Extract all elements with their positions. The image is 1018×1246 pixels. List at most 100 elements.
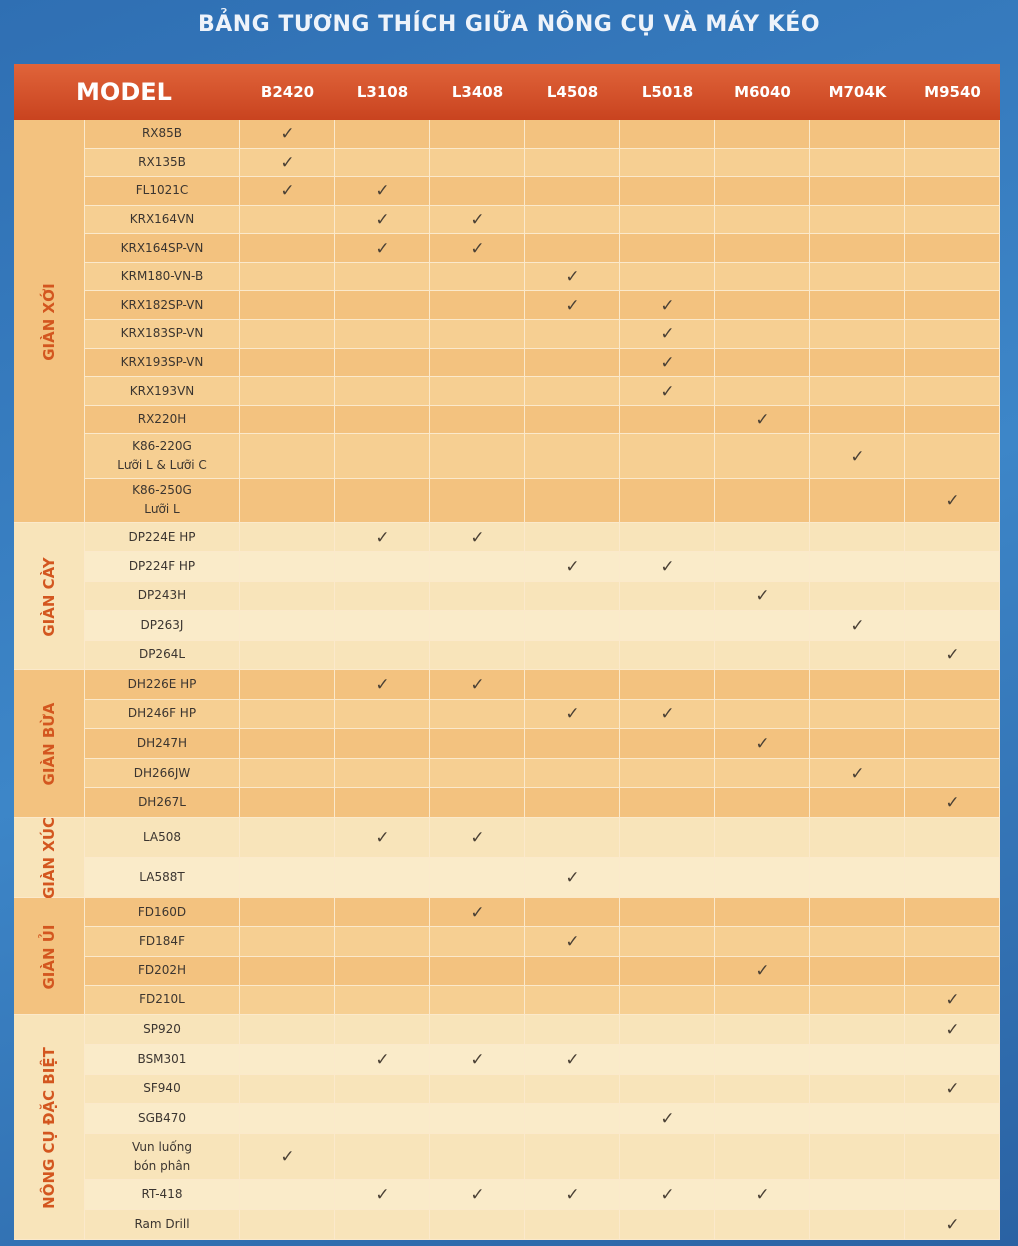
model-name: DH266JW bbox=[85, 758, 240, 789]
table-cell bbox=[905, 1134, 1000, 1181]
table-cell bbox=[905, 758, 1000, 789]
table-cell bbox=[905, 234, 1000, 263]
table-cell bbox=[810, 552, 905, 582]
table-cell bbox=[905, 377, 1000, 406]
table-cell bbox=[525, 670, 620, 700]
table-cell bbox=[430, 1210, 525, 1240]
table-cell bbox=[525, 1015, 620, 1045]
check-mark: ✓ bbox=[660, 704, 675, 725]
table-cell bbox=[905, 729, 1000, 759]
table-cell bbox=[525, 1180, 620, 1211]
check-mark: ✓ bbox=[470, 527, 485, 548]
group-label: NÔNG CỤ ĐẶC BIỆT bbox=[39, 1046, 58, 1209]
header-row bbox=[14, 64, 1000, 120]
header-column: M6040 bbox=[734, 83, 791, 101]
table-cell bbox=[525, 478, 620, 523]
model-name: DP243H bbox=[85, 581, 240, 612]
table-cell bbox=[430, 729, 525, 759]
table-cell bbox=[620, 758, 715, 789]
model-name: BSM301 bbox=[85, 1044, 240, 1075]
table-cell bbox=[620, 956, 715, 986]
table-cell bbox=[810, 377, 905, 406]
table-cell bbox=[240, 699, 335, 730]
table-cell bbox=[620, 788, 715, 818]
header-model: MODEL bbox=[76, 78, 172, 106]
table-cell bbox=[905, 478, 1000, 523]
check-mark: ✓ bbox=[565, 868, 580, 888]
table-cell bbox=[430, 434, 525, 479]
table-cell bbox=[430, 148, 525, 178]
table-cell bbox=[810, 858, 905, 898]
table-cell bbox=[620, 177, 715, 206]
check-mark: ✓ bbox=[565, 267, 580, 288]
table-cell bbox=[620, 262, 715, 292]
table-cell bbox=[620, 1044, 715, 1075]
check-mark: ✓ bbox=[945, 1079, 960, 1100]
check-mark: ✓ bbox=[280, 124, 295, 145]
model-name: SF940 bbox=[85, 1074, 240, 1105]
check-mark: ✓ bbox=[755, 961, 770, 982]
header-column: L5018 bbox=[641, 83, 694, 101]
table-cell bbox=[525, 234, 620, 263]
model-name: RT-418 bbox=[85, 1180, 240, 1211]
table-cell bbox=[715, 985, 810, 1015]
model-name: KRX193SP-VN bbox=[85, 348, 240, 378]
table-cell bbox=[715, 148, 810, 178]
table-cell bbox=[810, 1210, 905, 1240]
table-cell bbox=[525, 818, 620, 858]
table-cell bbox=[715, 1210, 810, 1240]
table-cell bbox=[335, 729, 430, 759]
table-cell bbox=[715, 320, 810, 349]
table-cell bbox=[240, 788, 335, 818]
group-cell bbox=[14, 523, 85, 670]
table-cell bbox=[715, 927, 810, 957]
table-cell bbox=[620, 611, 715, 641]
table-cell bbox=[715, 788, 810, 818]
table-cell bbox=[240, 552, 335, 582]
table-cell bbox=[430, 1074, 525, 1105]
model-name: DP224E HP bbox=[85, 523, 240, 553]
table-cell bbox=[525, 405, 620, 435]
table-cell bbox=[905, 1044, 1000, 1075]
table-cell bbox=[335, 320, 430, 349]
model-name: RX220H bbox=[85, 405, 240, 435]
table-cell bbox=[430, 858, 525, 898]
table-cell bbox=[810, 205, 905, 235]
model-name: SP920 bbox=[85, 1015, 240, 1045]
table-cell bbox=[240, 898, 335, 928]
model-name: K86-220G Lưỡi L & Lưỡi C bbox=[85, 434, 240, 479]
model-name: DH267L bbox=[85, 788, 240, 818]
table-cell bbox=[525, 262, 620, 292]
group-cell bbox=[14, 898, 85, 1015]
table-cell bbox=[335, 1210, 430, 1240]
table-cell bbox=[810, 581, 905, 612]
check-mark: ✓ bbox=[470, 210, 485, 231]
table-cell bbox=[525, 788, 620, 818]
group-cell bbox=[14, 120, 85, 523]
table-cell bbox=[905, 699, 1000, 730]
check-mark: ✓ bbox=[945, 1215, 960, 1236]
table-cell bbox=[525, 205, 620, 235]
table-cell bbox=[620, 148, 715, 178]
header-column: M704K bbox=[828, 83, 887, 101]
table-cell bbox=[810, 1134, 905, 1181]
table-cell bbox=[810, 1015, 905, 1045]
table-cell bbox=[240, 291, 335, 321]
table-cell bbox=[810, 956, 905, 986]
table-cell bbox=[525, 377, 620, 406]
table-cell bbox=[810, 148, 905, 178]
table-cell bbox=[715, 670, 810, 700]
table-cell bbox=[905, 1210, 1000, 1240]
table-cell bbox=[335, 1134, 430, 1181]
table-cell bbox=[715, 898, 810, 928]
table-cell bbox=[715, 956, 810, 986]
table-cell bbox=[620, 640, 715, 670]
table-cell bbox=[430, 818, 525, 858]
check-mark: ✓ bbox=[755, 586, 770, 607]
table-cell bbox=[430, 581, 525, 612]
table-cell bbox=[905, 320, 1000, 349]
table-cell bbox=[525, 956, 620, 986]
table-cell bbox=[620, 1134, 715, 1181]
table-cell bbox=[240, 348, 335, 378]
model-name: FD160D bbox=[85, 898, 240, 928]
